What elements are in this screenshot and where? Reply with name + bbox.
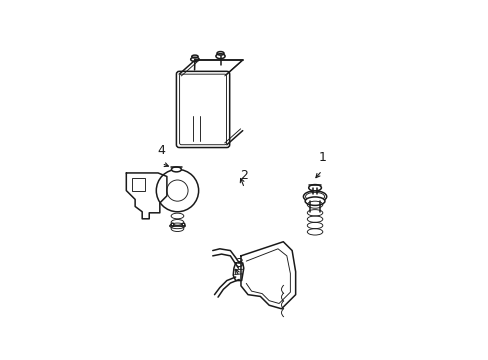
Text: 4: 4 [157, 144, 165, 157]
Text: 2: 2 [240, 169, 248, 182]
Circle shape [156, 170, 198, 212]
Ellipse shape [308, 185, 321, 191]
Text: 1: 1 [318, 151, 325, 164]
Ellipse shape [303, 191, 326, 202]
Text: 3: 3 [235, 257, 243, 270]
Ellipse shape [190, 57, 199, 62]
Bar [131, 178, 145, 190]
Ellipse shape [171, 167, 181, 172]
Ellipse shape [305, 197, 324, 206]
Ellipse shape [216, 54, 224, 59]
